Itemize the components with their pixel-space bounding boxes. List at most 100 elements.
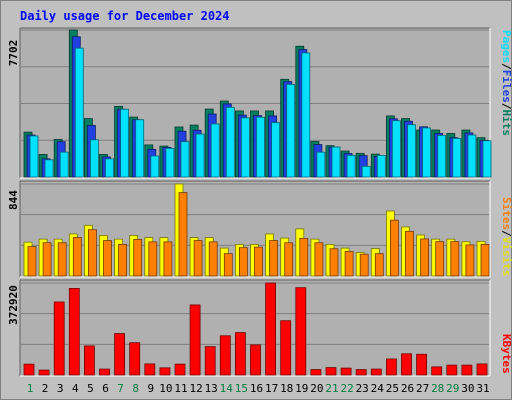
bar-pages-day-6 — [105, 158, 114, 178]
bar-pages-day-24 — [376, 155, 386, 178]
bar-kbytes-day-28 — [431, 366, 443, 376]
bars — [23, 29, 492, 376]
day-label-5: 5 — [87, 382, 94, 395]
bar-sites-day-25 — [389, 219, 399, 277]
bar-sites-day-19 — [299, 237, 309, 277]
bar-kbytes-day-3 — [53, 301, 65, 376]
bar-kbytes-day-25 — [385, 358, 397, 376]
bar-pages-day-28 — [437, 134, 447, 178]
day-label-20: 20 — [310, 382, 323, 395]
bar-sites-day-16 — [254, 246, 263, 277]
bar-pages-day-12 — [195, 133, 205, 178]
bar-sites-day-30 — [465, 244, 475, 277]
bar-kbytes-day-31 — [476, 363, 488, 376]
bar-sites-day-28 — [435, 241, 445, 277]
day-label-6: 6 — [102, 382, 109, 395]
bar-sites-day-9 — [148, 241, 158, 277]
bar-pages-day-13 — [210, 123, 220, 178]
day-label-17: 17 — [265, 382, 278, 395]
bar-kbytes-day-6 — [99, 368, 110, 376]
day-label-1: 1 — [27, 382, 34, 395]
bar-kbytes-day-24 — [370, 368, 382, 376]
bar-sites-day-15 — [238, 247, 248, 277]
bar-kbytes-day-1 — [23, 363, 35, 376]
bar-sites-day-31 — [480, 243, 490, 277]
bar-pages-day-20 — [316, 151, 326, 178]
legend-sep-1: / — [500, 63, 512, 70]
day-label-15: 15 — [235, 382, 248, 395]
day-label-21: 21 — [325, 382, 338, 395]
chart-title: Daily usage for December 2024 — [20, 9, 230, 23]
day-label-4: 4 — [72, 382, 79, 395]
day-label-9: 9 — [147, 382, 154, 395]
day-label-13: 13 — [205, 382, 218, 395]
legend-sep-2: / — [500, 103, 512, 110]
legend-pages: Pages — [500, 30, 512, 63]
legend-visits-panel: Sites/Visits — [500, 197, 512, 277]
day-label-10: 10 — [159, 382, 172, 395]
bar-kbytes-day-29 — [446, 364, 458, 376]
bar-sites-day-20 — [314, 242, 324, 277]
bar-kbytes-day-27 — [416, 353, 428, 376]
bar-pages-day-16 — [256, 116, 265, 178]
bar-sites-day-10 — [163, 241, 173, 277]
day-label-28: 28 — [431, 382, 444, 395]
bar-pages-day-7 — [120, 108, 129, 178]
bar-sites-day-27 — [420, 238, 430, 277]
bar-kbytes-day-11 — [174, 363, 186, 376]
bar-pages-day-1 — [29, 135, 39, 178]
bar-pages-day-10 — [165, 147, 175, 178]
bar-kbytes-day-17 — [265, 282, 277, 376]
bar-kbytes-day-15 — [234, 332, 246, 376]
bar-sites-day-1 — [27, 246, 37, 277]
bar-sites-day-22 — [344, 251, 354, 277]
legend-kbytes: KBytes — [500, 334, 512, 374]
bar-kbytes-day-26 — [401, 353, 412, 376]
day-label-3: 3 — [57, 382, 64, 395]
day-label-26: 26 — [401, 382, 414, 395]
day-label-24: 24 — [371, 382, 385, 395]
bar-pages-day-4 — [74, 47, 84, 178]
bar-sites-day-17 — [269, 240, 279, 277]
day-label-22: 22 — [340, 382, 353, 395]
bar-kbytes-day-10 — [159, 367, 171, 376]
bar-pages-day-18 — [286, 84, 296, 178]
bar-pages-day-19 — [301, 52, 311, 178]
bar-kbytes-day-19 — [295, 287, 307, 376]
bar-pages-day-8 — [135, 119, 145, 178]
bar-pages-day-17 — [271, 122, 281, 178]
day-label-12: 12 — [189, 382, 202, 395]
bar-kbytes-day-14 — [219, 335, 231, 376]
legend-files: Files — [500, 70, 512, 103]
bar-sites-day-3 — [57, 242, 67, 277]
bar-pages-day-30 — [467, 134, 477, 178]
day-label-29: 29 — [446, 382, 459, 395]
bar-kbytes-day-12 — [189, 304, 201, 376]
bar-sites-day-24 — [374, 253, 384, 277]
bar-sites-day-5 — [88, 229, 97, 277]
day-label-31: 31 — [476, 382, 489, 395]
bar-kbytes-day-21 — [325, 367, 337, 376]
day-label-23: 23 — [356, 382, 369, 395]
day-label-27: 27 — [416, 382, 429, 395]
day-label-25: 25 — [386, 382, 399, 395]
bar-sites-day-11 — [178, 192, 188, 277]
legend-sites: Sites — [500, 197, 512, 230]
day-label-11: 11 — [174, 382, 187, 395]
bar-sites-day-23 — [359, 253, 369, 277]
bar-sites-day-6 — [103, 240, 112, 277]
day-label-8: 8 — [132, 382, 139, 395]
bar-kbytes-day-13 — [204, 346, 216, 376]
bar-kbytes-day-2 — [38, 369, 50, 376]
bar-kbytes-day-22 — [340, 367, 352, 376]
legend-visits: Visits — [500, 237, 512, 277]
ytick-hits: 7702 — [7, 40, 20, 67]
bar-pages-day-5 — [90, 139, 99, 178]
day-label-7: 7 — [117, 382, 124, 395]
day-label-2: 2 — [42, 382, 49, 395]
bar-pages-day-29 — [452, 138, 462, 178]
bar-pages-day-3 — [59, 151, 69, 178]
ytick-visits: 844 — [7, 190, 20, 210]
bar-pages-day-26 — [407, 124, 416, 178]
